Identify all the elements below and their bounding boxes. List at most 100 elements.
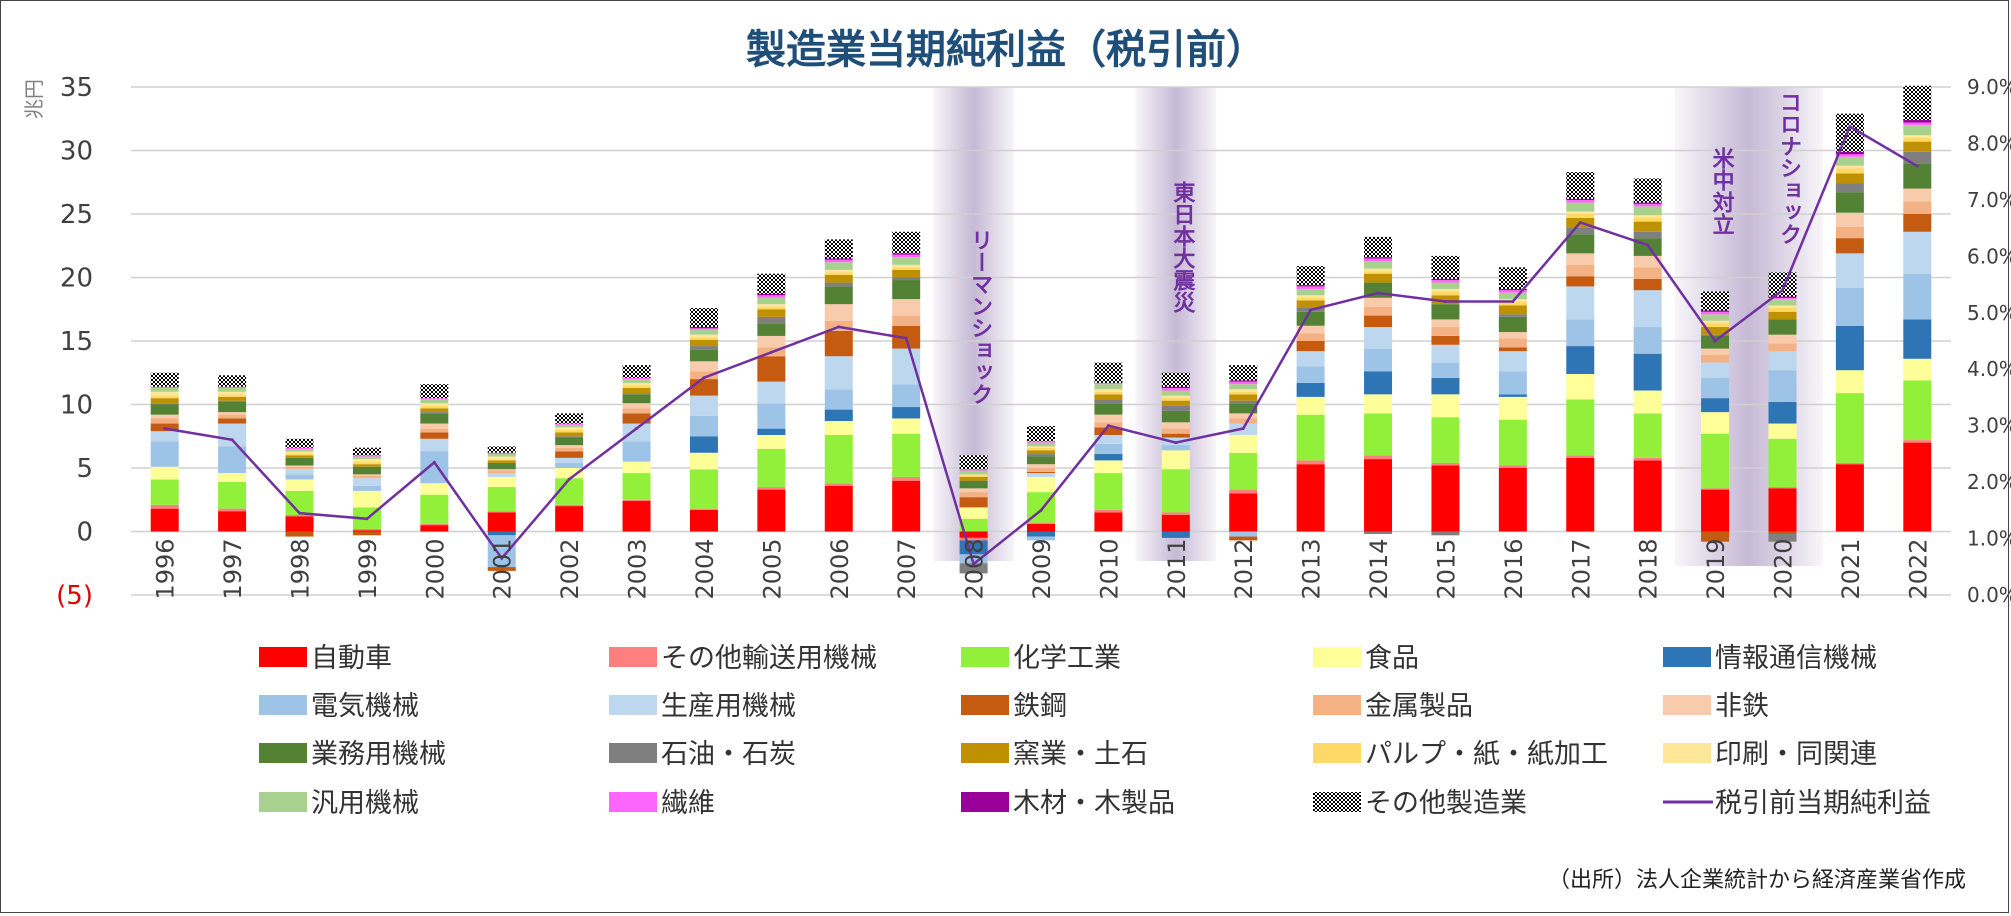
- bar-segment: [824, 409, 853, 422]
- bar-segment: [555, 451, 584, 458]
- bar-segment: [352, 456, 381, 460]
- line-point: [230, 438, 234, 442]
- bar-segment: [1903, 122, 1932, 126]
- bar-segment: [218, 418, 247, 424]
- x-tick-label: 2007: [893, 538, 921, 599]
- bar-segment: [555, 427, 584, 430]
- bar-segment: [352, 459, 381, 462]
- bar-segment: [1566, 457, 1595, 532]
- bar-segment: [1835, 253, 1864, 288]
- line-point: [432, 460, 436, 464]
- bar-segment: [1498, 267, 1527, 289]
- bar-segment: [487, 511, 516, 513]
- bar-segment: [420, 413, 449, 424]
- bar-segment: [892, 253, 921, 255]
- legend-swatch: [1663, 695, 1711, 715]
- bar-segment: [622, 382, 651, 386]
- legend-label: 非鉄: [1715, 691, 1769, 722]
- bar-segment: [1498, 305, 1527, 315]
- bar-segment: [1296, 300, 1325, 308]
- y2-tick-label: 0.0%: [1967, 583, 2011, 607]
- bar-segment: [1296, 286, 1325, 289]
- y2-tick-label: 4.0%: [1967, 357, 2011, 381]
- bar-segment: [1229, 418, 1258, 424]
- stacked-bars: [150, 85, 1932, 574]
- bar-segment: [959, 563, 988, 574]
- bar-segment: [689, 361, 718, 372]
- bar-segment: [622, 423, 651, 442]
- bar-segment: [1431, 282, 1460, 289]
- legend-label: 生産用機械: [661, 691, 796, 722]
- x-tick-label: 2010: [1095, 538, 1123, 599]
- bar-segment: [285, 448, 314, 452]
- bar-segment: [1364, 273, 1393, 283]
- line-point: [972, 562, 976, 566]
- bar-segment: [1633, 327, 1662, 354]
- bar-segment: [757, 381, 786, 404]
- bar-segment: [1566, 198, 1595, 201]
- bar-segment: [1768, 307, 1797, 312]
- bar-segment: [689, 339, 718, 347]
- bar-segment: [1094, 414, 1123, 423]
- bar-segment: [1768, 531, 1797, 535]
- y-tick-label: 10: [60, 391, 93, 421]
- bar-segment: [757, 323, 786, 336]
- bar-segment: [285, 451, 314, 455]
- legend-swatch: [609, 792, 657, 812]
- x-tick-label: 2020: [1769, 538, 1797, 599]
- bar-segment: [150, 403, 179, 405]
- bar-segment: [1498, 290, 1527, 293]
- bar-segment: [1027, 464, 1055, 468]
- bar-segment: [757, 306, 786, 310]
- bar-segment: [1768, 334, 1797, 344]
- bar-segment: [285, 454, 314, 456]
- bar-segment: [1431, 394, 1460, 418]
- bar-segment: [1633, 202, 1662, 204]
- bar-segment: [824, 272, 853, 275]
- bar-segment: [1768, 296, 1797, 298]
- bar-segment: [1161, 445, 1190, 451]
- bar-segment: [1027, 441, 1055, 443]
- bar-segment: [1161, 469, 1190, 513]
- bar-segment: [1296, 464, 1325, 532]
- bar-segment: [555, 413, 584, 424]
- line-point: [567, 477, 571, 481]
- bar-segment: [1296, 460, 1325, 465]
- bar-segment: [1364, 413, 1393, 456]
- bar-segment: [1161, 531, 1190, 538]
- bar-segment: [420, 408, 449, 413]
- bar-segment: [1701, 314, 1730, 321]
- bar-segment: [1431, 291, 1460, 296]
- y-tick-label: (5): [56, 581, 93, 611]
- bar-segment: [487, 462, 516, 470]
- bar-segment: [1701, 291, 1730, 311]
- bar-segment: [892, 384, 921, 408]
- bar-segment: [1701, 334, 1730, 336]
- bar-segment: [1835, 370, 1864, 394]
- legend-swatch: [1313, 743, 1361, 763]
- line-point: [1646, 243, 1650, 247]
- bar-segment: [757, 489, 786, 532]
- bar-segment: [1229, 365, 1258, 381]
- bar-segment: [150, 386, 179, 388]
- bar-segment: [1296, 382, 1325, 397]
- bar-segment: [1296, 366, 1325, 383]
- bar-segment: [150, 508, 179, 532]
- bar-segment: [757, 309, 786, 317]
- bar-segment: [1498, 332, 1527, 339]
- bar-segment: [959, 488, 988, 493]
- bar-segment: [352, 485, 381, 491]
- bar-segment: [1094, 454, 1123, 461]
- bar-segment: [1094, 443, 1123, 455]
- bar-segment: [1903, 319, 1932, 359]
- bar-segment: [959, 554, 988, 564]
- bar-segment: [420, 403, 449, 406]
- legend-swatch: [1313, 695, 1361, 715]
- bar-segment: [1364, 459, 1393, 532]
- legend-swatch: [1313, 792, 1361, 812]
- bar-segment: [892, 348, 921, 385]
- bar-segment: [1566, 172, 1595, 199]
- bar-segment: [1229, 389, 1258, 392]
- bar-segment: [1701, 531, 1730, 542]
